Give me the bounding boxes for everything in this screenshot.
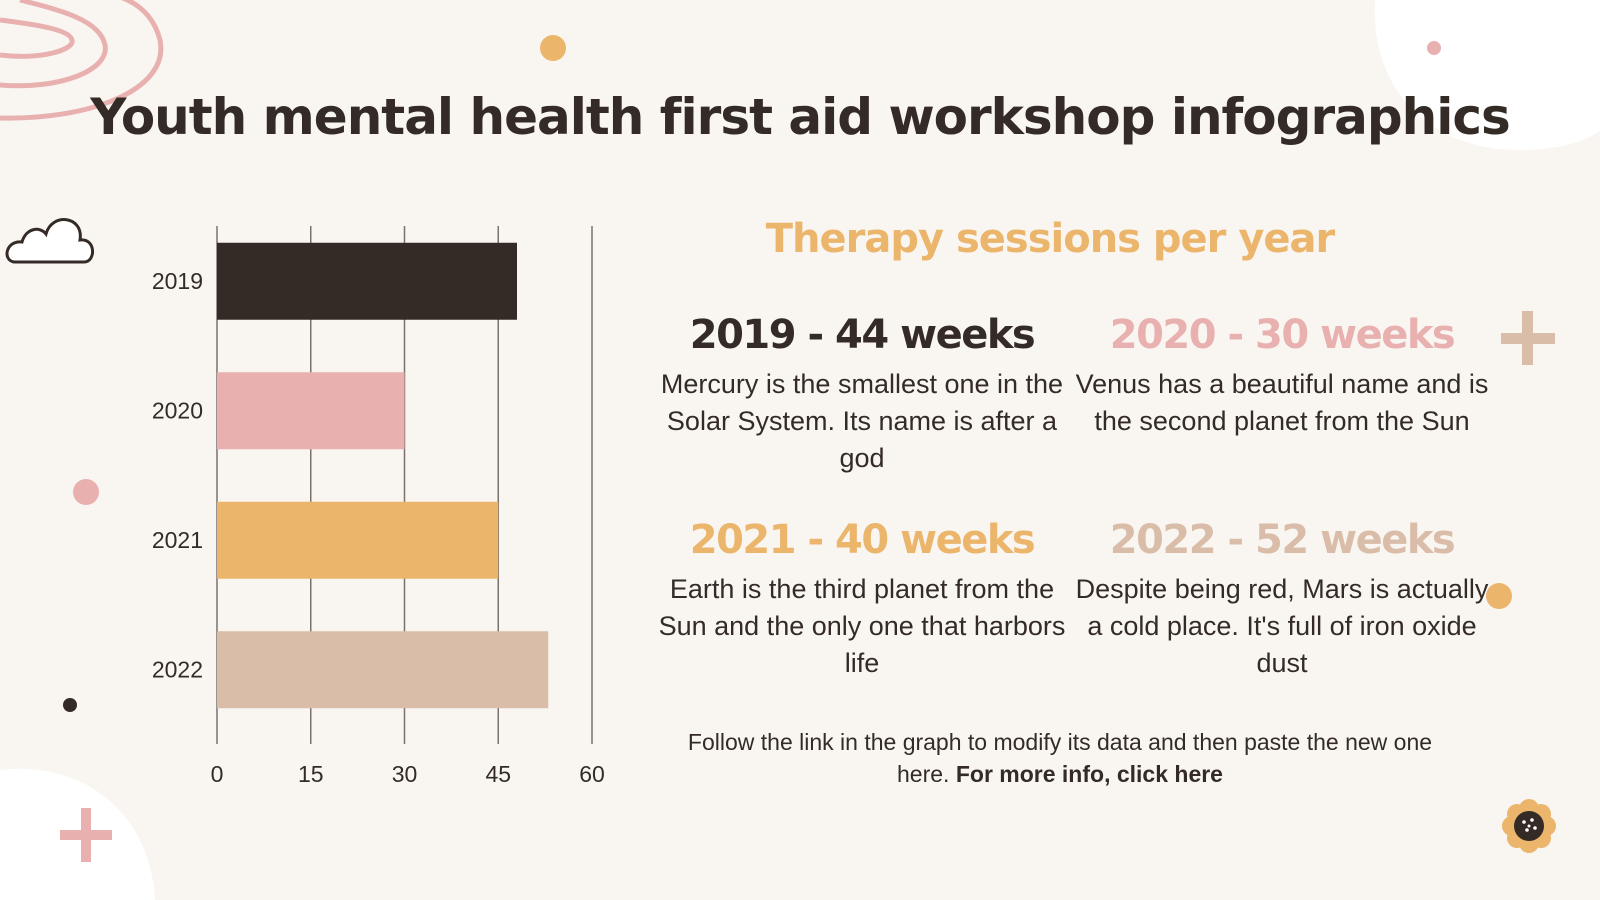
x-tick-label: 45: [485, 761, 511, 787]
plus-icon: [60, 808, 112, 862]
dot: [1486, 583, 1512, 609]
card-2019: 2019 - 44 weeks Mercury is the smallest …: [652, 310, 1072, 477]
bar-2019: [217, 242, 517, 320]
card-text: Earth is the third planet from the Sun a…: [658, 574, 1066, 678]
card-heading: 2020 - 30 weeks: [1109, 312, 1456, 358]
card-heading: 2021 - 40 weeks: [689, 517, 1036, 563]
footnote-text: Follow the link in the graph to modify i…: [687, 729, 1433, 787]
bar-2022: [217, 631, 549, 709]
more-info-link[interactable]: For more info, click here: [955, 761, 1223, 787]
bar-2021: [217, 501, 499, 579]
dot: [63, 698, 77, 712]
bar-chart: 0 15 30 45 60 2019 2020 2021 2022: [152, 226, 605, 787]
footnote: Follow the link in the graph to modify i…: [680, 726, 1440, 790]
x-tick-label: 15: [298, 761, 324, 787]
card-text: Venus has a beautiful name and is the se…: [1075, 369, 1489, 436]
cloud-icon: [5, 218, 94, 264]
card-2022: 2022 - 52 weeks Despite being red, Mars …: [1072, 515, 1492, 682]
y-tick-label: 2020: [152, 397, 203, 423]
plus-icon: [1501, 311, 1555, 365]
chart-subtitle: Therapy sessions per year: [765, 216, 1336, 262]
y-tick-label: 2019: [152, 268, 203, 294]
bar-2020: [217, 372, 405, 450]
card-heading: 2022 - 52 weeks: [1109, 517, 1456, 563]
x-tick-label: 30: [392, 761, 418, 787]
swirl-lines: [0, 0, 164, 121]
dot: [1427, 41, 1441, 55]
white-blob: [1374, 0, 1600, 150]
dot: [73, 479, 99, 505]
card-text: Despite being red, Mars is actually a co…: [1075, 574, 1489, 678]
page-title: Youth mental health first aid workshop i…: [90, 88, 1511, 146]
card-2020: 2020 - 30 weeks Venus has a beautiful na…: [1072, 310, 1492, 440]
card-heading: 2019 - 44 weeks: [689, 312, 1036, 358]
y-tick-label: 2021: [152, 527, 203, 553]
card-2021: 2021 - 40 weeks Earth is the third plane…: [652, 515, 1072, 682]
x-tick-label: 0: [211, 761, 224, 787]
x-tick-label: 60: [579, 761, 605, 787]
card-text: Mercury is the smallest one in the Solar…: [660, 369, 1064, 473]
dot: [540, 35, 566, 61]
flower-icon: [1502, 799, 1556, 853]
y-tick-label: 2022: [152, 656, 203, 682]
